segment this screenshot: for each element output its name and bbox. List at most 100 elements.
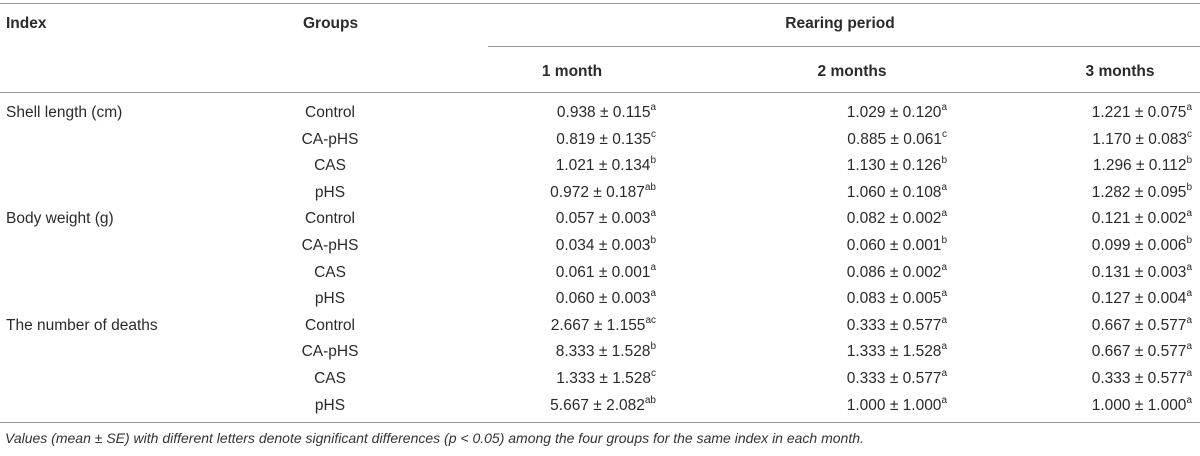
value-cell-m2: 0.333 ± 0.577a [846,367,947,388]
value-text: 1.130 ± 0.126 [846,157,942,174]
row-group-label: Control [305,210,355,227]
value-cell-m1: 0.057 ± 0.003a [555,207,656,228]
value-text: 0.083 ± 0.005 [846,290,942,307]
significance-letter: a [1186,367,1192,379]
significance-letter: b [1186,181,1192,193]
significance-letter: b [650,340,656,352]
row-index-label: The number of deaths [6,317,158,334]
value-cell-m3: 1.170 ± 0.083c [1092,128,1192,149]
significance-letter: a [650,101,656,113]
row-group-label: Control [305,104,355,121]
value-text: 1.333 ± 1.528 [846,343,942,360]
value-text: 1.221 ± 0.075 [1091,104,1187,121]
value-text: 0.333 ± 0.577 [846,370,942,387]
value-text: 0.333 ± 0.577 [1091,370,1187,387]
value-text: 1.060 ± 0.108 [846,184,942,201]
value-text: 0.127 ± 0.004 [1091,290,1187,307]
significance-letter: b [1186,154,1192,166]
row-index-label: Body weight (g) [6,210,114,227]
value-cell-m1: 1.021 ± 0.134b [555,154,656,175]
value-cell-m2: 1.130 ± 0.126b [846,154,947,175]
value-text: 5.667 ± 2.082 [550,397,645,414]
significance-letter: a [1186,207,1192,219]
row-group-label: CA-pHS [301,131,359,148]
significance-letter: a [941,367,947,379]
significance-letter: a [941,207,947,219]
value-text: 1.282 ± 0.095 [1091,184,1187,201]
header-index: Index [6,15,47,32]
value-text: 0.819 ± 0.135 [556,131,651,148]
table-footnote: Values (mean ± SE) with different letter… [5,430,864,446]
row-group-label: pHS [314,397,346,414]
table-header-rule [0,92,1200,93]
header-month-1: 1 month [541,63,603,80]
row-group-label: CA-pHS [301,343,359,360]
significance-letter: a [941,340,947,352]
value-text: 1.296 ± 0.112 [1092,157,1187,174]
value-text: 1.170 ± 0.083 [1092,131,1187,148]
header-month-3: 3 months [1085,63,1155,80]
significance-letter: a [1186,101,1192,113]
significance-letter: a [650,207,656,219]
value-cell-m3: 0.667 ± 0.577a [1091,340,1192,361]
value-cell-m2: 1.029 ± 0.120a [846,101,947,122]
value-text: 0.060 ± 0.003 [555,290,651,307]
significance-letter: a [650,261,656,273]
value-cell-m3: 0.099 ± 0.006b [1092,235,1192,255]
significance-letter: a [941,181,947,193]
value-cell-m3: 1.296 ± 0.112b [1092,154,1192,175]
value-text: 0.086 ± 0.002 [846,264,942,281]
value-text: 1.021 ± 0.134 [555,157,651,174]
table-top-rule [0,3,1200,4]
row-index-label: Shell length (cm) [6,104,123,121]
value-text: 1.000 ± 1.000 [846,397,942,414]
value-text: 0.034 ± 0.003 [555,237,651,254]
significance-letter: b [650,234,656,246]
value-cell-m2: 0.060 ± 0.001b [847,235,947,255]
value-cell-m3: 0.131 ± 0.003a [1091,261,1192,282]
value-text: 8.333 ± 1.528 [555,343,651,360]
significance-letter: c [942,128,947,140]
row-group-label: CAS [314,157,346,174]
row-group-label: CAS [314,370,346,387]
significance-letter: a [1186,314,1192,326]
header-rearing-period: Rearing period [785,15,895,32]
significance-letter: a [1186,340,1192,352]
significance-letter: c [1187,128,1192,140]
significance-letter: a [1186,261,1192,273]
value-cell-m2: 1.333 ± 1.528a [846,340,947,361]
table-bottom-rule [0,422,1200,423]
value-text: 0.972 ± 0.187 [550,184,645,201]
value-cell-m2: 1.060 ± 0.108a [846,181,947,202]
value-cell-m1: 8.333 ± 1.528b [555,340,656,361]
value-text: 0.131 ± 0.003 [1091,264,1187,281]
value-text: 1.029 ± 0.120 [846,104,942,121]
significance-letter: a [941,261,947,273]
value-cell-m1: 0.034 ± 0.003b [555,234,656,255]
value-cell-m1: 0.819 ± 0.135c [556,129,656,149]
significance-letter: c [651,367,656,379]
value-text: 0.082 ± 0.002 [846,210,942,227]
value-text: 0.057 ± 0.003 [555,210,651,227]
value-cell-m2: 0.086 ± 0.002a [846,261,947,282]
row-group-label: CAS [314,264,346,281]
value-cell-m3: 0.667 ± 0.577a [1092,314,1192,335]
significance-letter: ab [644,394,656,406]
significance-letter: ab [644,181,656,193]
value-cell-m3: 1.221 ± 0.075a [1091,101,1192,122]
row-group-label: Control [305,317,355,334]
value-cell-m3: 0.333 ± 0.577a [1091,367,1192,388]
value-text: 0.667 ± 0.577 [1091,343,1187,360]
significance-letter: b [941,154,947,166]
value-cell-m2: 0.083 ± 0.005a [846,288,947,308]
significance-letter: a [941,101,947,113]
value-cell-m2: 1.000 ± 1.000a [846,395,947,415]
value-text: 2.667 ± 1.155 [550,317,646,334]
value-cell-m3: 1.282 ± 0.095b [1091,181,1192,202]
value-cell-m1: 0.938 ± 0.115a [557,101,656,122]
value-text: 0.333 ± 0.577 [846,317,942,334]
value-text: 0.061 ± 0.001 [555,264,651,281]
value-text: 0.885 ± 0.061 [847,131,942,148]
significance-letter: b [650,154,656,166]
value-cell-m2: 0.333 ± 0.577a [846,315,947,335]
